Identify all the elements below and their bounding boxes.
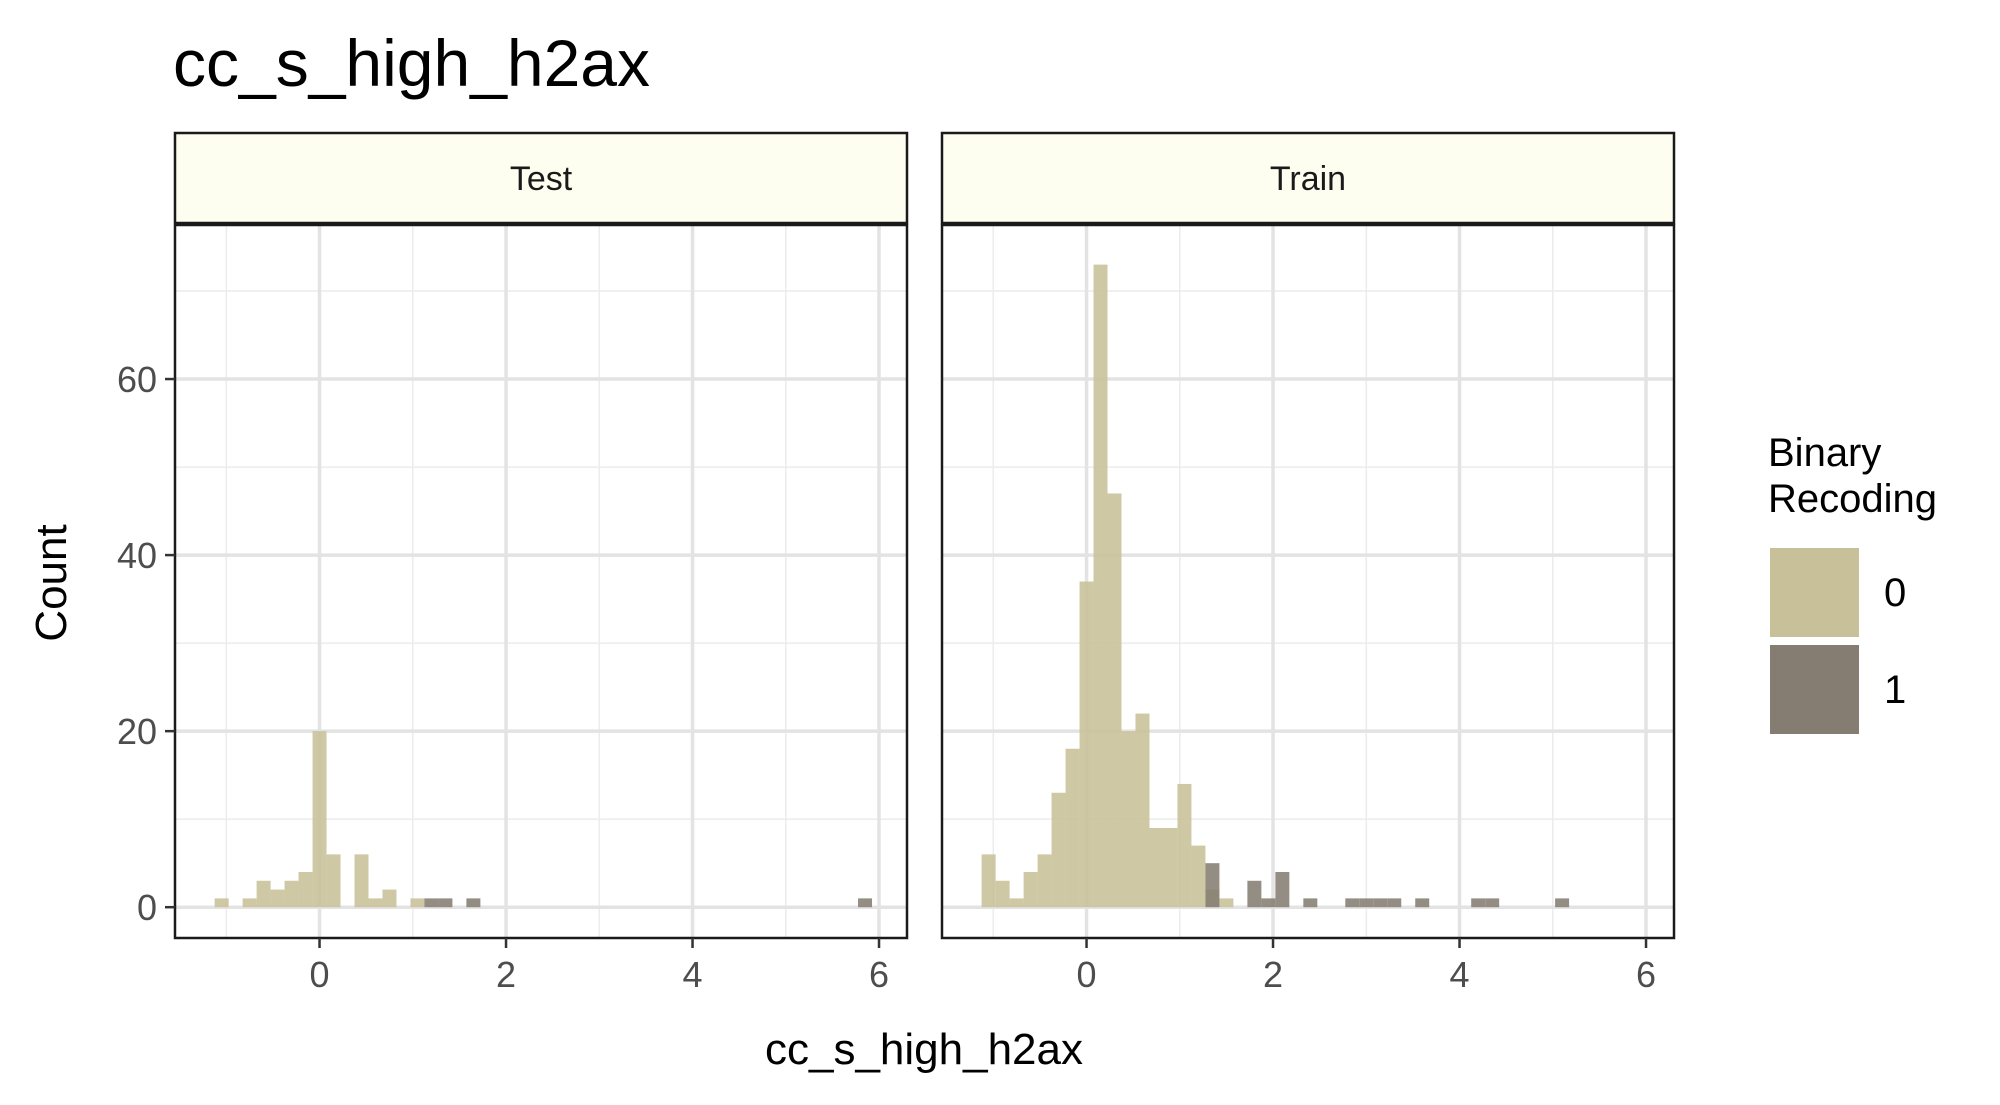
histogram-bar bbox=[424, 898, 439, 908]
histogram-bar bbox=[1205, 863, 1220, 908]
facet-label-test: Test bbox=[510, 160, 573, 198]
histogram-bar bbox=[410, 898, 425, 908]
y-tick-label: 40 bbox=[117, 535, 157, 576]
histogram-bar bbox=[1149, 827, 1164, 908]
histogram-bar bbox=[312, 731, 327, 908]
histogram-bar bbox=[1065, 748, 1080, 908]
histogram-bar bbox=[1051, 792, 1066, 908]
facet-strip-test bbox=[173, 131, 909, 225]
panel-train bbox=[940, 223, 1676, 940]
histogram-bar bbox=[858, 898, 873, 908]
histogram-bar bbox=[354, 854, 369, 908]
histogram-bar bbox=[326, 854, 341, 908]
histogram-bar bbox=[1093, 264, 1108, 908]
panel-background bbox=[175, 225, 907, 938]
histogram-bar bbox=[242, 898, 257, 908]
legend-label-0: 0 bbox=[1884, 571, 1906, 615]
legend-title-line-2: Recoding bbox=[1768, 477, 1937, 521]
x-tick-label: 2 bbox=[1263, 954, 1283, 995]
legend-key-1 bbox=[1770, 645, 1859, 734]
legend: Binary Recoding 0 1 bbox=[1768, 431, 1937, 734]
facet-label-train: Train bbox=[1270, 160, 1346, 198]
histogram-bar bbox=[1079, 581, 1094, 908]
histogram-bar bbox=[1485, 898, 1500, 908]
x-tick-label: 6 bbox=[1636, 954, 1656, 995]
histogram-bar bbox=[1471, 898, 1486, 908]
y-tick-label: 20 bbox=[117, 711, 157, 752]
histogram-bar bbox=[1387, 898, 1402, 908]
y-axis: 0 20 40 60 bbox=[117, 359, 175, 928]
x-tick-label: 0 bbox=[1077, 954, 1097, 995]
x-axis-train: 0 2 4 6 bbox=[1077, 938, 1656, 995]
y-axis-label: Count bbox=[27, 524, 76, 641]
histogram-bar bbox=[1023, 871, 1038, 908]
x-tick-label: 0 bbox=[310, 954, 330, 995]
histogram-bar bbox=[1345, 898, 1360, 908]
histogram-bar bbox=[1303, 898, 1318, 908]
facet-test: Test bbox=[173, 131, 909, 940]
histogram-bar bbox=[1135, 713, 1150, 908]
panel-border bbox=[940, 223, 1676, 940]
histogram-bar bbox=[368, 898, 383, 908]
histogram-bar bbox=[1219, 898, 1234, 908]
x-tick-label: 4 bbox=[1450, 954, 1470, 995]
histogram-bar bbox=[1191, 845, 1206, 908]
y-tick-label: 0 bbox=[137, 887, 157, 928]
histogram-bar bbox=[1555, 898, 1570, 908]
histogram-bar bbox=[284, 880, 299, 908]
histogram-bar bbox=[981, 854, 996, 908]
x-tick-label: 2 bbox=[496, 954, 516, 995]
x-tick-label: 4 bbox=[683, 954, 703, 995]
histogram-bar bbox=[256, 880, 271, 908]
histogram-bar bbox=[1177, 783, 1192, 908]
panel-test bbox=[173, 223, 909, 940]
legend-key-0 bbox=[1770, 548, 1859, 637]
histogram-bar bbox=[1415, 898, 1430, 908]
legend-title-line-1: Binary bbox=[1768, 431, 1881, 475]
histogram-bar bbox=[1037, 854, 1052, 908]
y-tick-label: 60 bbox=[117, 359, 157, 400]
histogram-bar bbox=[270, 889, 285, 908]
panel-border bbox=[173, 223, 909, 940]
histogram-bar bbox=[1107, 493, 1122, 908]
x-axis-label: cc_s_high_h2ax bbox=[765, 1025, 1083, 1074]
histogram-bar bbox=[466, 898, 481, 908]
histogram-bar bbox=[298, 871, 313, 908]
histogram-bar bbox=[995, 880, 1010, 908]
facet-strip-train bbox=[940, 131, 1676, 225]
histogram-bar bbox=[1121, 731, 1136, 908]
histogram-bar bbox=[214, 898, 229, 908]
histogram-bar bbox=[1009, 898, 1024, 908]
histogram-bar bbox=[382, 889, 397, 908]
histogram-bar bbox=[1163, 827, 1178, 908]
chart-title: cc_s_high_h2ax bbox=[173, 26, 650, 100]
histogram-bar bbox=[1261, 898, 1276, 908]
histogram-bar bbox=[1275, 871, 1290, 908]
facet-train: Train bbox=[940, 131, 1676, 940]
histogram-bar bbox=[1247, 880, 1262, 908]
histogram-bar bbox=[1359, 898, 1374, 908]
histogram-bar bbox=[1373, 898, 1388, 908]
legend-label-1: 1 bbox=[1884, 668, 1906, 712]
histogram-bar bbox=[438, 898, 453, 908]
x-axis-test: 0 2 4 6 bbox=[310, 938, 889, 995]
x-tick-label: 6 bbox=[869, 954, 889, 995]
